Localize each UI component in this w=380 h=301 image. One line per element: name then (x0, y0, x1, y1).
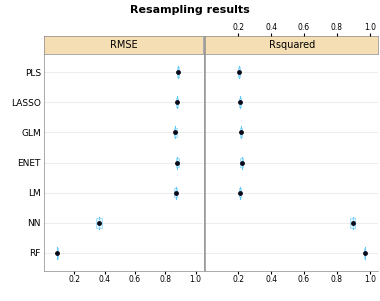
Bar (239, 98, 241, 107)
Bar (238, 67, 240, 77)
Bar (239, 188, 241, 197)
Bar (177, 67, 179, 77)
Bar (240, 128, 242, 137)
Text: Resampling results: Resampling results (130, 5, 250, 14)
Bar (241, 158, 244, 167)
Bar (174, 188, 177, 197)
Text: Rsquared: Rsquared (269, 40, 315, 50)
Bar (96, 218, 102, 228)
Text: RMSE: RMSE (110, 40, 137, 50)
Bar (350, 218, 355, 228)
Bar (364, 248, 366, 258)
Bar (176, 158, 179, 167)
Bar (176, 98, 178, 107)
Bar (174, 128, 177, 137)
Bar (57, 248, 58, 258)
